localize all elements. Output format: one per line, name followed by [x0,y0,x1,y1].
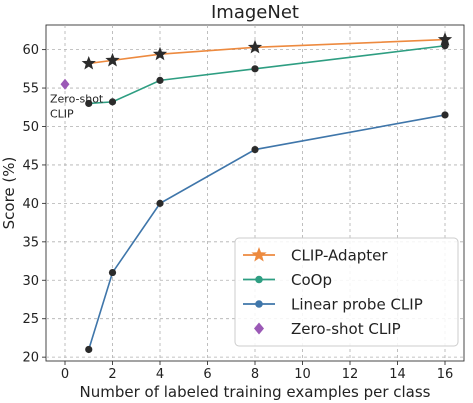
legend-marker-linear-probe-clip [255,300,263,308]
y-tick-label: 40 [22,197,39,212]
x-tick-label: 10 [294,367,311,382]
coop-point [85,99,93,108]
legend-label-clip-adapter: CLIP-Adapter [291,247,388,265]
x-axis-ticks: 0 2 4 6 8 10 12 14 16 [61,361,453,382]
legend-marker-zero-shot-clip [254,322,264,335]
coop-point [251,65,259,73]
linear-probe-clip-point [251,145,259,154]
linear-probe-clip-point [85,345,93,354]
x-tick-label: 2 [108,367,116,382]
y-tick-label: 35 [22,235,39,250]
legend-marker-coop [255,275,263,284]
zero-shot-annotation: Zero-shot CLIP [50,93,104,121]
legend: CLIP-Adapter CoOp Linear probe CLIP Zero-sh… [234,237,459,347]
x-tick-label: 16 [437,367,454,382]
legend-label-linear-probe-clip: Linear probe CLIP [291,296,423,314]
zero-shot-clip-point [60,78,70,90]
y-tick-label: 30 [22,274,39,289]
x-tick-label: 8 [251,367,259,382]
x-axis-label: Number of labeled training examples per … [80,383,431,401]
clip-adapter-point [247,39,263,54]
legend-marker-clip-adapter [251,247,267,262]
x-tick-label: 14 [389,367,406,382]
legend-box [234,237,459,347]
legend-label-coop: CoOp [291,271,332,289]
y-axis-label: Score (%) [0,157,18,230]
legend-label-zero-shot-clip: Zero-shot CLIP [291,320,401,338]
y-tick-label: 45 [22,158,39,173]
y-axis-ticks: 20 25 30 35 40 45 50 55 60 [22,43,46,366]
coop-point [156,76,164,84]
y-tick-label: 55 [22,82,39,97]
y-tick-label: 50 [22,120,39,135]
coop-line [88,44,446,105]
y-tick-label: 25 [22,312,39,327]
x-tick-label: 4 [156,367,164,382]
coop-point [108,98,117,106]
x-tick-label: 0 [61,367,69,382]
linear-probe-clip-point [108,268,117,277]
y-tick-label: 60 [22,43,39,58]
x-tick-label: 12 [342,367,359,382]
clip-adapter-point [105,52,120,67]
linear-probe-clip-point [441,111,449,119]
clip-adapter-point [152,46,168,61]
clip-adapter-point [81,55,96,70]
y-tick-label: 20 [22,351,39,366]
linear-probe-clip-point [156,199,164,207]
coop-point [441,42,449,50]
x-tick-label: 6 [203,367,211,382]
annotation-text: Zero-shot [50,93,104,106]
series-points [60,32,453,354]
annotation-text: CLIP [50,108,74,121]
clip-adapter-point [437,32,453,46]
chart-title: ImageNet [211,2,299,23]
